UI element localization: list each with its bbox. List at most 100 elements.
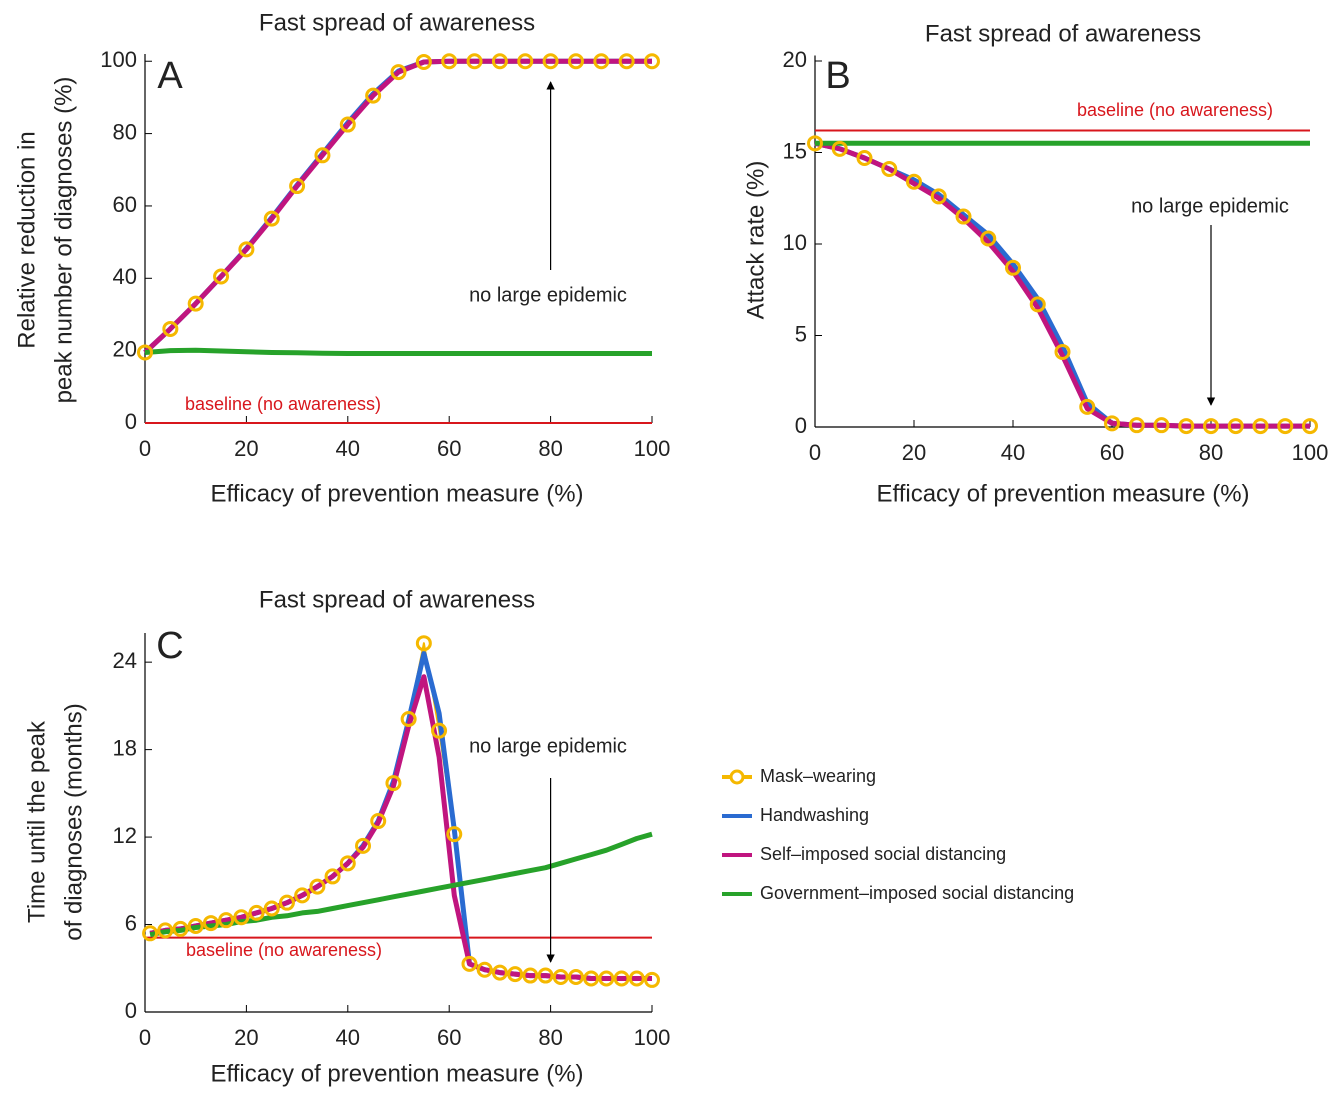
series-line — [143, 58, 652, 355]
panel: Fast spread of awareness A Efficacy of pre… — [13, 9, 670, 507]
x-tick-label: 60 — [1100, 440, 1124, 465]
marker — [390, 64, 407, 81]
marker — [881, 160, 898, 177]
y-tick-label: 12 — [113, 823, 137, 848]
y-tick-label: 18 — [113, 735, 137, 760]
marker — [187, 295, 204, 312]
x-tick-label: 80 — [538, 436, 562, 461]
marker — [613, 970, 630, 987]
x-tick-label: 80 — [538, 1025, 562, 1050]
marker — [202, 915, 219, 932]
x-tick-label: 20 — [902, 440, 926, 465]
chart-title: Fast spread of awareness — [259, 586, 535, 613]
marker — [593, 53, 610, 70]
x-tick-label: 0 — [139, 436, 151, 461]
y-tick-label: 20 — [783, 47, 807, 72]
marker — [415, 53, 432, 70]
y-tick-label: 20 — [113, 336, 137, 361]
series-line — [149, 650, 652, 981]
x-axis-label: Efficacy of prevention measure (%) — [876, 480, 1249, 507]
y-tick-label: 80 — [113, 119, 137, 144]
annotation: no large epidemic — [469, 284, 627, 306]
x-axis-label: Efficacy of prevention measure (%) — [210, 1060, 583, 1087]
chart-title: Fast spread of awareness — [259, 9, 535, 36]
marker — [542, 53, 559, 70]
legend-marker — [729, 769, 745, 785]
annotation: no large epidemic — [469, 735, 627, 757]
marker — [491, 53, 508, 70]
y-tick-label: 15 — [783, 138, 807, 163]
y-axis-label: Time until the peak — [23, 720, 50, 923]
marker — [537, 967, 554, 984]
marker — [507, 966, 524, 983]
marker — [491, 964, 508, 981]
series-line — [814, 140, 1310, 429]
marker — [238, 241, 255, 258]
legend-label: Mask–wearing — [760, 766, 876, 786]
marker — [1153, 417, 1170, 434]
marker — [1203, 418, 1219, 435]
legend-label: Handwashing — [760, 805, 869, 825]
marker — [598, 970, 615, 987]
marker — [314, 147, 331, 164]
y-tick-label: 0 — [795, 413, 807, 438]
x-tick-label: 80 — [1199, 440, 1223, 465]
marker — [461, 955, 478, 972]
marker — [355, 837, 372, 854]
marker — [1104, 415, 1120, 432]
marker — [644, 971, 660, 988]
series-line — [814, 140, 1310, 429]
series-line — [814, 142, 1310, 428]
x-axis-label: Efficacy of prevention measure (%) — [210, 480, 583, 507]
marker — [583, 970, 600, 987]
marker — [263, 210, 280, 227]
series-line — [144, 347, 652, 356]
y-tick-label: 10 — [783, 230, 807, 255]
marker — [522, 967, 539, 984]
series-line — [144, 60, 652, 354]
marker — [415, 635, 432, 652]
y-tick-label: 6 — [125, 910, 137, 935]
x-tick-label: 100 — [1292, 440, 1329, 465]
panel: Fast spread of awareness C Efficacy of pre… — [23, 586, 1074, 1087]
marker — [1178, 418, 1195, 435]
marker — [370, 813, 387, 830]
marker — [1029, 296, 1046, 313]
marker — [517, 53, 534, 70]
marker — [365, 87, 382, 104]
marker — [628, 970, 645, 987]
marker — [567, 53, 584, 70]
marker — [856, 149, 873, 166]
marker — [552, 969, 569, 986]
x-tick-label: 60 — [437, 1025, 461, 1050]
y-axis-label: of diagnoses (months) — [60, 703, 87, 940]
marker — [233, 909, 250, 926]
series-line — [149, 642, 653, 981]
panel: Fast spread of awareness B Efficacy of pre… — [742, 20, 1328, 507]
marker — [248, 904, 265, 921]
marker — [644, 53, 660, 70]
y-tick-label: 40 — [113, 264, 137, 289]
panel-label: C — [156, 625, 183, 667]
y-tick-label: 0 — [125, 409, 137, 434]
marker — [618, 53, 635, 70]
marker — [157, 922, 174, 939]
series-line — [149, 831, 653, 938]
x-tick-label: 60 — [437, 436, 461, 461]
marker — [441, 53, 458, 70]
series-line — [143, 58, 652, 355]
marker — [1302, 418, 1318, 435]
marker — [1252, 418, 1269, 435]
x-tick-label: 0 — [809, 440, 821, 465]
y-axis-label: Relative reduction in — [13, 131, 40, 348]
marker — [172, 920, 189, 937]
marker — [1005, 259, 1021, 276]
marker — [385, 775, 402, 792]
marker — [289, 178, 306, 195]
marker — [218, 912, 235, 929]
annotation: no large epidemic — [1131, 195, 1289, 217]
chart-title: Fast spread of awareness — [925, 20, 1201, 47]
x-tick-label: 40 — [336, 1025, 360, 1050]
marker — [1128, 417, 1145, 434]
